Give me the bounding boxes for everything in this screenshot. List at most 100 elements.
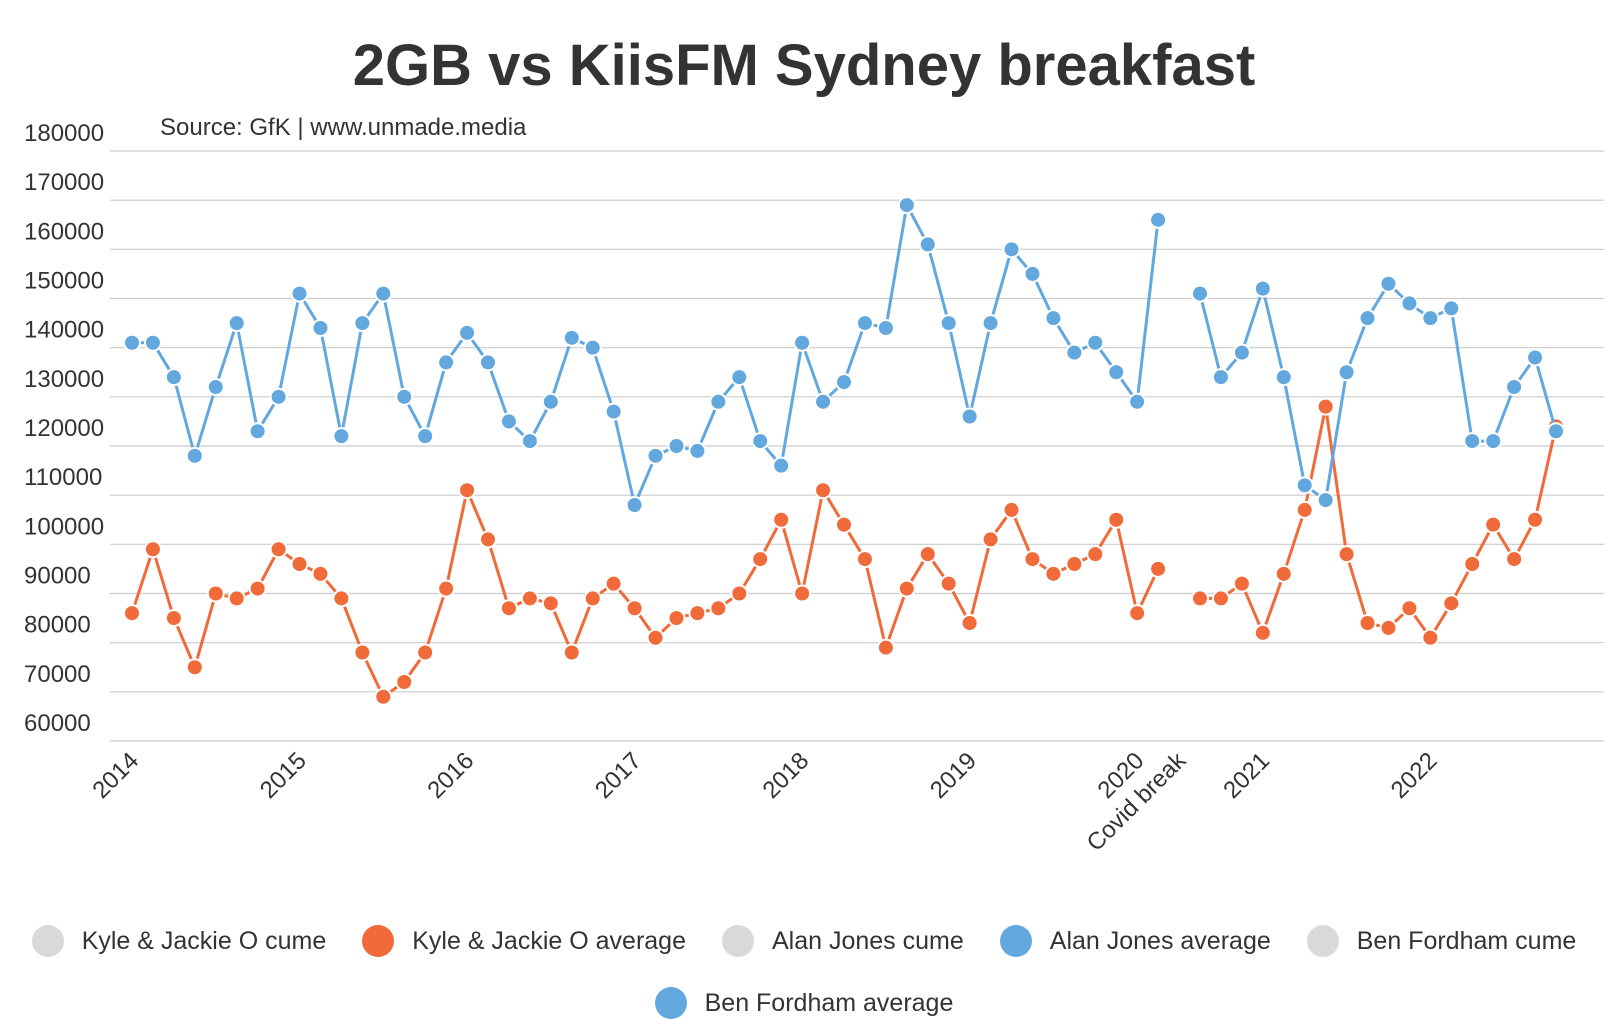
legend-marker bbox=[1306, 925, 1339, 957]
data-point bbox=[479, 353, 497, 372]
data-point bbox=[1484, 515, 1503, 534]
data-point bbox=[1023, 264, 1042, 283]
data-point bbox=[290, 555, 309, 573]
legend-item[interactable]: Kyle & Jackie O average bbox=[362, 925, 686, 957]
y-tick-label: 150000 bbox=[24, 268, 104, 295]
line-chart: 60000 70000 80000 90000 100000 110000 120000 13… bbox=[24, 120, 1604, 857]
data-point bbox=[1295, 500, 1314, 519]
data-point bbox=[876, 319, 895, 337]
data-point bbox=[1065, 555, 1084, 573]
data-point bbox=[1002, 240, 1021, 259]
grid-lines bbox=[110, 150, 1604, 742]
data-point bbox=[646, 446, 665, 465]
data-point bbox=[772, 456, 791, 475]
data-point bbox=[416, 427, 435, 446]
data-point bbox=[1295, 476, 1314, 495]
data-point bbox=[1253, 279, 1272, 298]
data-point bbox=[604, 402, 623, 421]
chart-title: 2GB vs KiisFM Sydney breakfast bbox=[352, 33, 1256, 98]
data-point bbox=[1358, 309, 1377, 328]
data-point bbox=[248, 422, 267, 441]
y-tick-label: 90000 bbox=[24, 563, 91, 590]
y-tick-label: 130000 bbox=[24, 366, 104, 393]
legend-row: Kyle & Jackie O cume Kyle & Jackie O aver… bbox=[0, 910, 1608, 972]
data-point bbox=[520, 432, 539, 451]
data-point bbox=[437, 353, 456, 372]
data-point bbox=[1421, 309, 1440, 328]
legend-label: Kyle & Jackie O cume bbox=[81, 926, 327, 955]
data-point bbox=[918, 235, 937, 254]
legend: Kyle & Jackie O cume Kyle & Jackie O aver… bbox=[0, 910, 1608, 1034]
data-point bbox=[1526, 348, 1545, 367]
legend-item[interactable]: Ben Fordham cume bbox=[1306, 925, 1576, 957]
data-point bbox=[123, 333, 141, 352]
data-point bbox=[206, 584, 225, 603]
x-tick-label: 2014 bbox=[87, 747, 144, 804]
legend-item[interactable]: Alan Jones cume bbox=[721, 925, 964, 957]
series-kyle-jackie-o-average bbox=[123, 397, 1565, 706]
x-tick-label: 2018 bbox=[758, 747, 815, 804]
x-tick-label: 2015 bbox=[255, 747, 312, 804]
data-point bbox=[876, 638, 895, 657]
data-point bbox=[185, 658, 204, 677]
data-point bbox=[1086, 545, 1105, 564]
data-point bbox=[353, 643, 372, 662]
data-point bbox=[1065, 343, 1084, 362]
data-point bbox=[1274, 564, 1293, 583]
data-point bbox=[458, 481, 477, 500]
legend-label: Kyle & Jackie O average bbox=[412, 926, 686, 955]
x-tick-label: 2021 bbox=[1218, 747, 1275, 804]
legend-item[interactable]: Kyle & Jackie O cume bbox=[31, 925, 327, 957]
data-point bbox=[835, 515, 853, 534]
data-point bbox=[625, 599, 644, 618]
data-point bbox=[730, 368, 749, 387]
data-point bbox=[793, 333, 812, 352]
y-tick-label: 60000 bbox=[24, 710, 91, 737]
data-point bbox=[1316, 397, 1335, 416]
data-point bbox=[1547, 422, 1565, 441]
legend-marker bbox=[31, 925, 64, 957]
data-point bbox=[1128, 392, 1147, 411]
series-line bbox=[1198, 282, 1558, 502]
data-point bbox=[604, 574, 623, 593]
y-tick-label: 80000 bbox=[24, 612, 91, 639]
data-point bbox=[143, 333, 162, 352]
chart-subtitle: Source: GfK | www.unmade.media bbox=[160, 114, 527, 141]
legend-item[interactable]: Ben Fordham average bbox=[654, 987, 953, 1019]
data-point bbox=[688, 441, 707, 460]
data-point bbox=[960, 614, 979, 632]
y-tick-label: 140000 bbox=[24, 317, 104, 344]
y-tick-label: 70000 bbox=[24, 661, 91, 688]
data-point bbox=[814, 481, 833, 500]
legend-item[interactable]: Alan Jones average bbox=[999, 925, 1271, 957]
data-point bbox=[1107, 363, 1126, 382]
data-point bbox=[227, 589, 246, 608]
data-point bbox=[1358, 614, 1377, 632]
data-point bbox=[499, 599, 518, 618]
data-point bbox=[835, 373, 853, 392]
y-tick-label: 160000 bbox=[24, 218, 104, 245]
data-point bbox=[897, 579, 916, 598]
y-tick-label: 110000 bbox=[24, 464, 102, 491]
data-point bbox=[897, 196, 916, 215]
data-point bbox=[1191, 284, 1209, 303]
data-point bbox=[185, 446, 204, 465]
data-point bbox=[918, 545, 937, 564]
data-point bbox=[562, 328, 581, 347]
data-point bbox=[520, 589, 539, 608]
data-point bbox=[541, 594, 560, 613]
data-point bbox=[541, 392, 560, 411]
data-point bbox=[1023, 550, 1042, 569]
data-point bbox=[1211, 589, 1230, 608]
data-point bbox=[667, 437, 686, 455]
data-point bbox=[479, 530, 497, 549]
data-point bbox=[939, 314, 958, 333]
x-tick-label: 2017 bbox=[590, 747, 647, 804]
data-point bbox=[1002, 500, 1021, 519]
series-line bbox=[1200, 405, 1558, 640]
data-point bbox=[1149, 210, 1168, 229]
data-point bbox=[646, 628, 665, 647]
data-point bbox=[1149, 559, 1168, 578]
series-ben-fordham-average bbox=[1191, 274, 1565, 510]
data-point bbox=[1337, 363, 1356, 382]
